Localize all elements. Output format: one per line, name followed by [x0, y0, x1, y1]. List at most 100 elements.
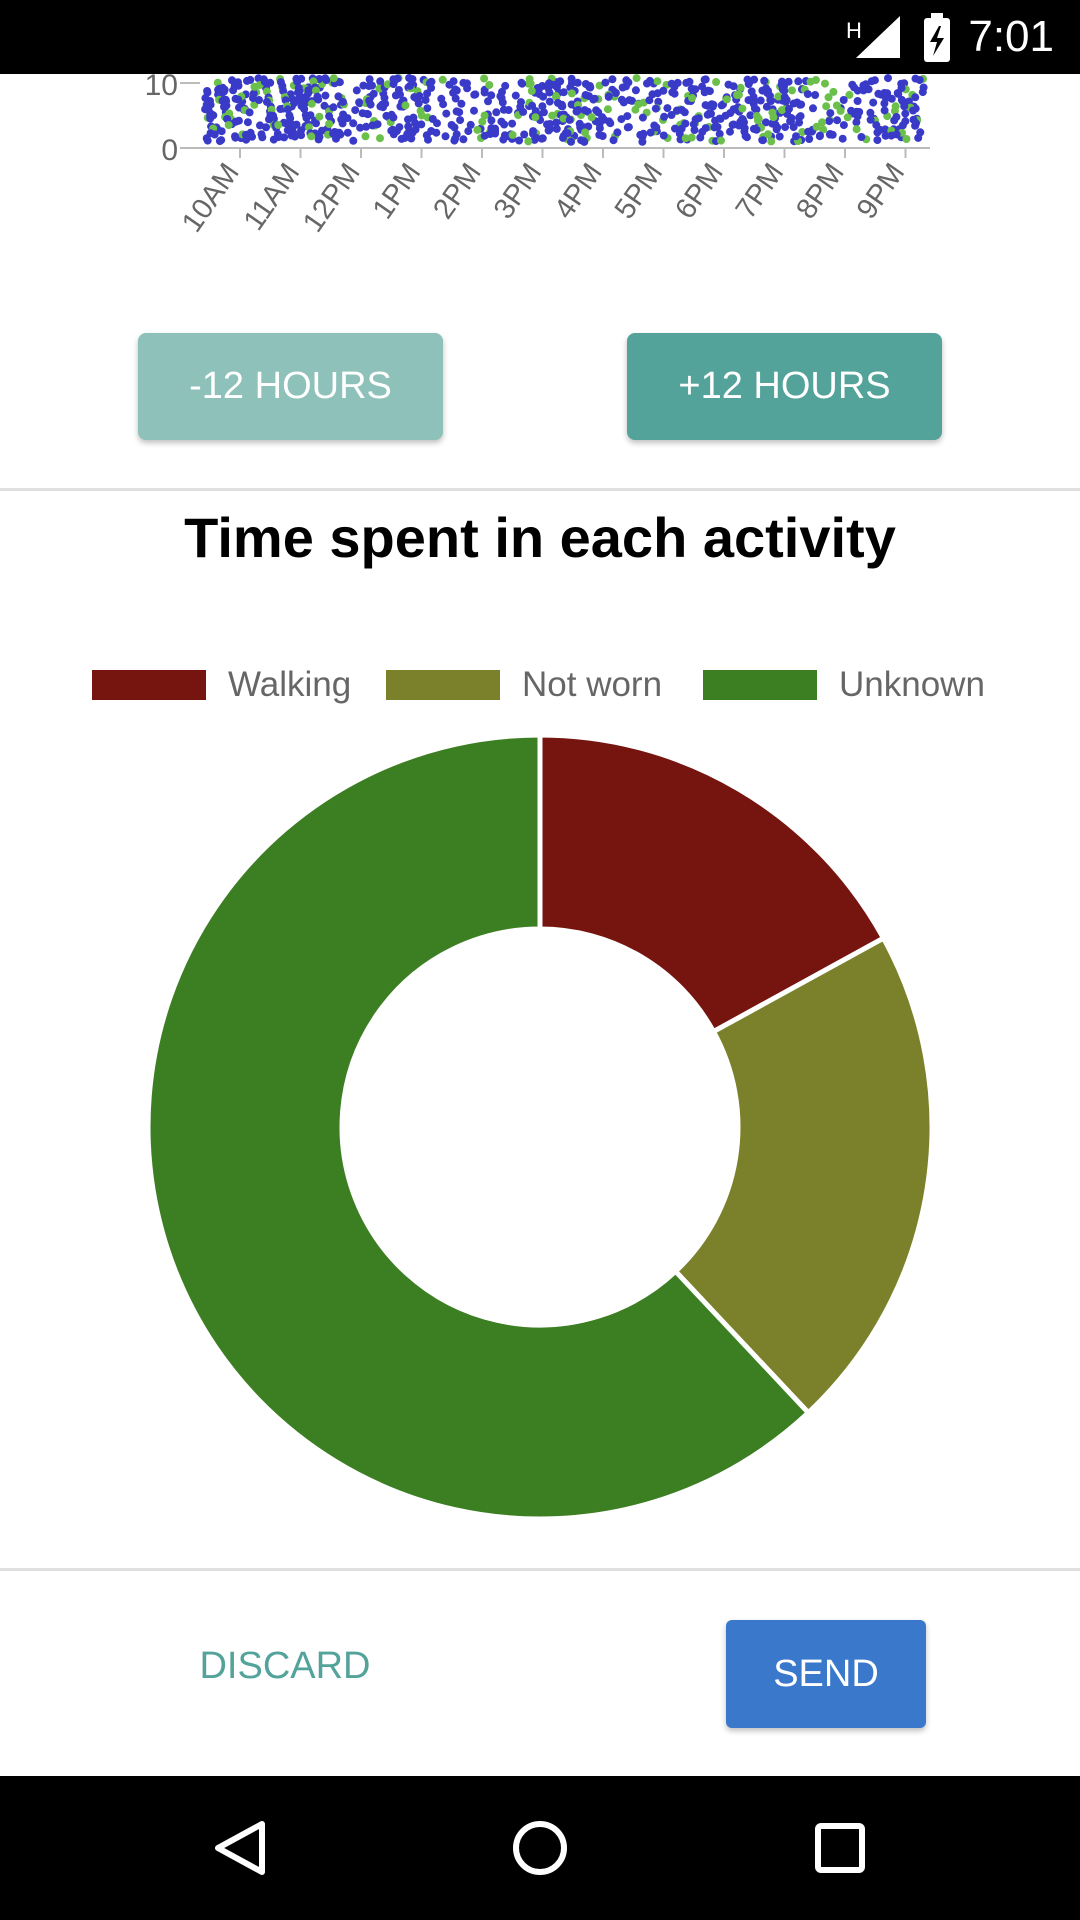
scatter-point: [767, 137, 776, 146]
legend-swatch: [703, 670, 817, 700]
x-tick-label: 7PM: [730, 158, 790, 225]
scatter-point: [687, 133, 696, 142]
scatter-point: [741, 132, 750, 140]
minus-12-hours-button[interactable]: -12 HOURS: [138, 333, 443, 440]
scatter-point: [623, 112, 632, 121]
scatter-point: [740, 118, 748, 127]
scatter-point: [876, 125, 885, 134]
activity-donut-chart: [0, 720, 1080, 1540]
scatter-point: [798, 128, 807, 136]
scatter-point: [638, 137, 647, 146]
scatter-point: [603, 105, 612, 114]
scatter-point: [759, 136, 767, 145]
scatter-point: [335, 78, 344, 87]
recents-icon[interactable]: [810, 1818, 870, 1878]
scatter-point: [466, 120, 475, 129]
scatter-point: [873, 136, 882, 145]
scatter-point: [553, 79, 562, 88]
scatter-point: [688, 94, 697, 102]
scatter-point: [563, 129, 572, 138]
scatter-point: [680, 108, 689, 117]
scatter-point: [853, 97, 862, 105]
plus-12-hours-button[interactable]: +12 HOURS: [627, 333, 942, 440]
scatter-point: [281, 96, 290, 105]
scatter-point: [456, 116, 465, 125]
legend-item[interactable]: Walking: [92, 660, 351, 710]
scatter-point: [660, 112, 669, 121]
activity-scatter-chart: 10 0 10AM 11AM 12PM 1PM 2PM 3PM 4PM 5PM 6PM 7PM 8PM 9…: [0, 74, 1080, 274]
scatter-point: [213, 78, 222, 87]
donut-slice-walking[interactable]: [537, 732, 887, 1036]
scatter-point: [750, 104, 759, 113]
scatter-point: [836, 106, 845, 115]
scatter-point: [677, 124, 686, 133]
scatter-point: [329, 129, 338, 138]
send-button[interactable]: SEND: [726, 1620, 926, 1728]
scatter-point: [729, 82, 738, 91]
scatter-point: [256, 121, 264, 130]
scatter-point: [900, 102, 909, 111]
scatter-point: [803, 90, 812, 99]
scatter-point: [914, 133, 923, 142]
scatter-point: [818, 118, 827, 127]
scatter-point: [499, 135, 508, 144]
scatter-point: [553, 98, 562, 107]
scatter-point: [713, 123, 722, 131]
x-tick-label: 8PM: [790, 158, 850, 225]
scatter-point: [594, 108, 603, 117]
scatter-point: [311, 86, 320, 95]
scatter-point: [901, 117, 910, 126]
scatter-point: [280, 133, 289, 142]
scatter-point: [262, 123, 270, 132]
scatter-point: [717, 136, 725, 145]
scatter-point: [756, 96, 765, 105]
scatter-point: [535, 83, 544, 92]
section-divider: [0, 488, 1080, 491]
scatter-point: [329, 74, 338, 83]
scatter-point: [581, 80, 590, 88]
scatter-point: [819, 125, 828, 134]
legend-label: Not worn: [522, 665, 663, 704]
scatter-point: [892, 130, 901, 139]
scatter-point: [246, 128, 255, 137]
scatter-point: [764, 130, 773, 139]
home-icon[interactable]: [510, 1818, 570, 1878]
scatter-point: [845, 90, 854, 99]
x-tick-label: 6PM: [669, 158, 729, 225]
scatter-point: [438, 75, 447, 84]
scatter-point: [441, 132, 450, 141]
scatter-point: [796, 100, 804, 109]
system-navigation-bar: [0, 1776, 1080, 1920]
scatter-point: [608, 75, 617, 84]
signal-icon: [856, 16, 900, 58]
legend-item[interactable]: Unknown: [703, 660, 985, 710]
donut-slice-not-worn[interactable]: [672, 934, 935, 1417]
scatter-point: [890, 116, 899, 125]
scatter-point: [480, 111, 489, 120]
scatter-point: [787, 117, 795, 126]
scatter-point: [480, 74, 489, 83]
scatter-point: [274, 121, 283, 129]
scatter-point: [847, 106, 856, 115]
scatter-point: [278, 82, 287, 90]
discard-button[interactable]: DISCARD: [160, 1616, 410, 1716]
scatter-point: [352, 86, 361, 95]
scatter-point: [585, 92, 593, 101]
scatter-point: [670, 89, 679, 98]
scatter-point: [752, 125, 761, 134]
scatter-point: [774, 92, 783, 101]
scatter-point: [302, 114, 311, 123]
legend-item[interactable]: Not worn: [386, 660, 662, 710]
scatter-point: [455, 108, 464, 117]
scatter-point: [574, 106, 583, 114]
donut-slice-unknown[interactable]: [145, 732, 812, 1522]
scatter-point: [829, 87, 838, 96]
scatter-point: [651, 104, 660, 113]
scatter-point: [484, 97, 492, 106]
scatter-point: [243, 118, 252, 127]
scatter-point: [500, 120, 509, 129]
back-icon[interactable]: [210, 1818, 270, 1878]
scatter-point: [362, 122, 371, 131]
x-tick-label: 12PM: [297, 158, 367, 238]
scatter-point: [487, 91, 496, 100]
